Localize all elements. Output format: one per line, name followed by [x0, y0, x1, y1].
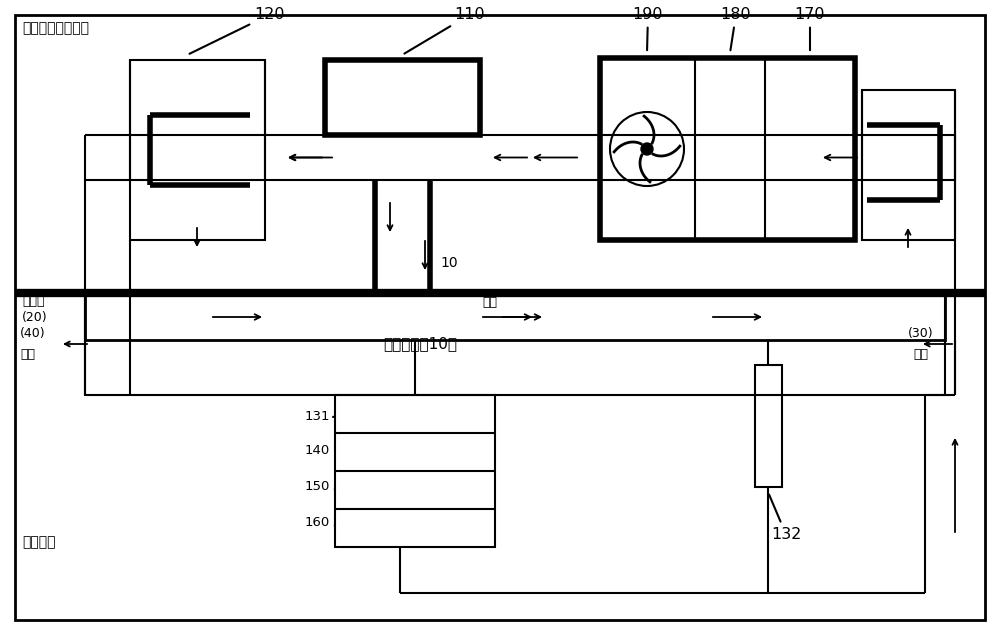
Bar — [600, 58, 855, 240]
Bar — [85, 293, 945, 395]
Text: 输送机
(20): 输送机 (20) — [22, 295, 48, 324]
Text: 入口: 入口 — [913, 347, 928, 361]
Text: 回流下端: 回流下端 — [22, 535, 56, 549]
Text: 迂回: 迂回 — [482, 296, 498, 309]
Text: 回流炉　（10）: 回流炉 （10） — [383, 337, 457, 352]
Text: 出口: 出口 — [20, 347, 35, 361]
Text: 190: 190 — [633, 7, 663, 50]
Circle shape — [641, 143, 653, 155]
Text: 10: 10 — [440, 256, 458, 270]
Text: 140: 140 — [305, 444, 330, 457]
Bar — [335, 395, 495, 547]
Text: 120: 120 — [189, 7, 285, 54]
Text: (40): (40) — [20, 328, 46, 340]
Text: 170: 170 — [795, 7, 825, 50]
Bar — [130, 60, 265, 240]
Text: 110: 110 — [404, 7, 485, 53]
Bar — [755, 365, 782, 487]
Text: 150: 150 — [305, 481, 330, 493]
Text: 160: 160 — [305, 516, 330, 530]
Text: 180: 180 — [721, 7, 751, 50]
Bar — [325, 60, 480, 135]
Text: (30): (30) — [908, 328, 934, 340]
Bar — [862, 90, 955, 240]
Bar — [85, 293, 945, 340]
Text: 131: 131 — [304, 410, 330, 424]
Text: 回流上端（阀帽）: 回流上端（阀帽） — [22, 21, 89, 35]
Text: 132: 132 — [769, 495, 801, 542]
